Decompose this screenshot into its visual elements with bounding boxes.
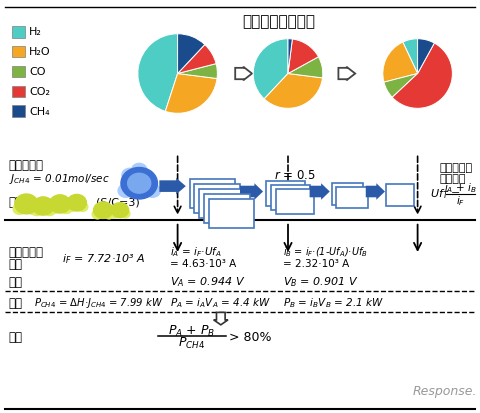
FancyBboxPatch shape (332, 184, 363, 205)
Circle shape (44, 206, 55, 216)
Text: H₂O: H₂O (29, 47, 51, 57)
FancyBboxPatch shape (386, 185, 414, 206)
FancyBboxPatch shape (12, 86, 25, 98)
FancyBboxPatch shape (12, 47, 25, 58)
FancyBboxPatch shape (271, 186, 310, 211)
Circle shape (15, 195, 38, 214)
FancyBboxPatch shape (266, 182, 305, 206)
Text: $V_A$ = 0.944 V: $V_A$ = 0.944 V (170, 275, 246, 289)
FancyBboxPatch shape (199, 190, 245, 218)
Text: Response.: Response. (413, 384, 477, 397)
FancyBboxPatch shape (209, 199, 254, 228)
FancyBboxPatch shape (194, 185, 240, 214)
FancyBboxPatch shape (336, 188, 368, 209)
Wedge shape (178, 64, 217, 79)
Text: $P_A$ = $i_A$$V_A$ = 4.4 kW: $P_A$ = $i_A$$V_A$ = 4.4 kW (170, 295, 271, 309)
FancyBboxPatch shape (12, 106, 25, 118)
FancyArrow shape (235, 68, 252, 81)
Circle shape (66, 203, 76, 212)
FancyBboxPatch shape (12, 27, 25, 38)
Circle shape (49, 195, 71, 214)
Circle shape (110, 210, 120, 218)
FancyBboxPatch shape (204, 195, 250, 223)
Text: = 2.32·10³ A: = 2.32·10³ A (283, 259, 349, 268)
Circle shape (31, 206, 43, 216)
FancyArrow shape (240, 184, 263, 200)
Circle shape (67, 195, 86, 211)
Circle shape (118, 185, 133, 198)
FancyArrow shape (338, 68, 355, 81)
FancyArrow shape (214, 313, 228, 325)
Text: 電流: 電流 (9, 258, 23, 271)
Text: $J_{CH4}$ = 0.01mol/sec: $J_{CH4}$ = 0.01mol/sec (9, 171, 109, 185)
Circle shape (94, 202, 113, 219)
Wedge shape (384, 74, 418, 98)
FancyBboxPatch shape (276, 190, 314, 215)
Text: $i_A$ + $i_B$: $i_A$ + $i_B$ (444, 181, 477, 195)
Circle shape (121, 168, 157, 199)
Circle shape (92, 210, 103, 219)
Circle shape (104, 210, 114, 219)
Wedge shape (403, 40, 418, 74)
Wedge shape (165, 74, 217, 114)
Circle shape (128, 174, 151, 194)
Text: (S/C=3): (S/C=3) (96, 197, 140, 207)
Wedge shape (288, 58, 323, 79)
Text: 燃料組成（平衡）: 燃料組成（平衡） (242, 14, 315, 29)
FancyArrow shape (159, 178, 186, 195)
Text: $P_{CH4}$: $P_{CH4}$ (179, 335, 205, 350)
Circle shape (27, 204, 40, 215)
Text: 電圧: 電圧 (9, 275, 23, 288)
Text: 水蔣気: 水蔣気 (9, 195, 30, 208)
Text: 効率: 効率 (9, 330, 23, 343)
Wedge shape (383, 43, 418, 83)
Circle shape (145, 185, 160, 198)
Text: ファラデー: ファラデー (9, 245, 44, 259)
FancyArrow shape (310, 184, 330, 200)
Circle shape (13, 204, 26, 215)
Text: 料利用率: 料利用率 (439, 173, 466, 183)
Text: $P_{CH4}$ = $\Delta H$·$J_{CH4}$ = 7.99 kW: $P_{CH4}$ = $\Delta H$·$J_{CH4}$ = 7.99 … (34, 295, 163, 309)
Text: > 80%: > 80% (229, 330, 272, 343)
Circle shape (122, 169, 137, 182)
Text: システム燃: システム燃 (439, 162, 472, 172)
Text: $P_B$ = $i_B$$V_B$ = 2.1 kW: $P_B$ = $i_B$$V_B$ = 2.1 kW (283, 295, 384, 309)
FancyBboxPatch shape (12, 66, 25, 78)
Wedge shape (418, 40, 434, 74)
Wedge shape (392, 44, 452, 109)
Text: $i_B$ = $i_F$·(1-$Uf_A$)·$Uf_B$: $i_B$ = $i_F$·(1-$Uf_A$)·$Uf_B$ (283, 245, 368, 259)
Circle shape (120, 210, 130, 218)
Text: $P_A$ + $P_B$: $P_A$ + $P_B$ (168, 323, 216, 338)
Circle shape (60, 204, 72, 214)
Wedge shape (178, 45, 216, 74)
Text: $V_B$ = 0.901 V: $V_B$ = 0.901 V (283, 275, 359, 289)
Circle shape (111, 203, 129, 218)
FancyBboxPatch shape (190, 180, 235, 209)
Circle shape (77, 203, 88, 212)
Circle shape (132, 164, 147, 177)
Wedge shape (253, 40, 288, 100)
Wedge shape (288, 40, 292, 74)
Circle shape (33, 197, 54, 216)
Text: $Uf_T$ =: $Uf_T$ = (430, 187, 460, 201)
Circle shape (48, 204, 60, 214)
Text: 電力: 電力 (9, 296, 23, 309)
Wedge shape (288, 40, 318, 74)
Text: = 4.63·10³ A: = 4.63·10³ A (170, 259, 237, 268)
Text: H₂: H₂ (29, 27, 42, 37)
Text: $r$ = 0.5: $r$ = 0.5 (275, 169, 316, 182)
Text: メタン燃料: メタン燃料 (9, 159, 44, 172)
Text: $i_F$ = 7.72·10³ A: $i_F$ = 7.72·10³ A (62, 251, 146, 265)
Text: CH₄: CH₄ (29, 107, 50, 116)
FancyArrow shape (366, 184, 385, 200)
Text: $i_A$ = $i_F$·$Uf_A$: $i_A$ = $i_F$·$Uf_A$ (170, 245, 222, 259)
Text: CO₂: CO₂ (29, 87, 50, 97)
Wedge shape (264, 74, 323, 109)
Text: $i_F$: $i_F$ (456, 193, 466, 207)
Wedge shape (178, 35, 205, 74)
Text: CO: CO (29, 67, 46, 77)
Wedge shape (138, 35, 178, 112)
